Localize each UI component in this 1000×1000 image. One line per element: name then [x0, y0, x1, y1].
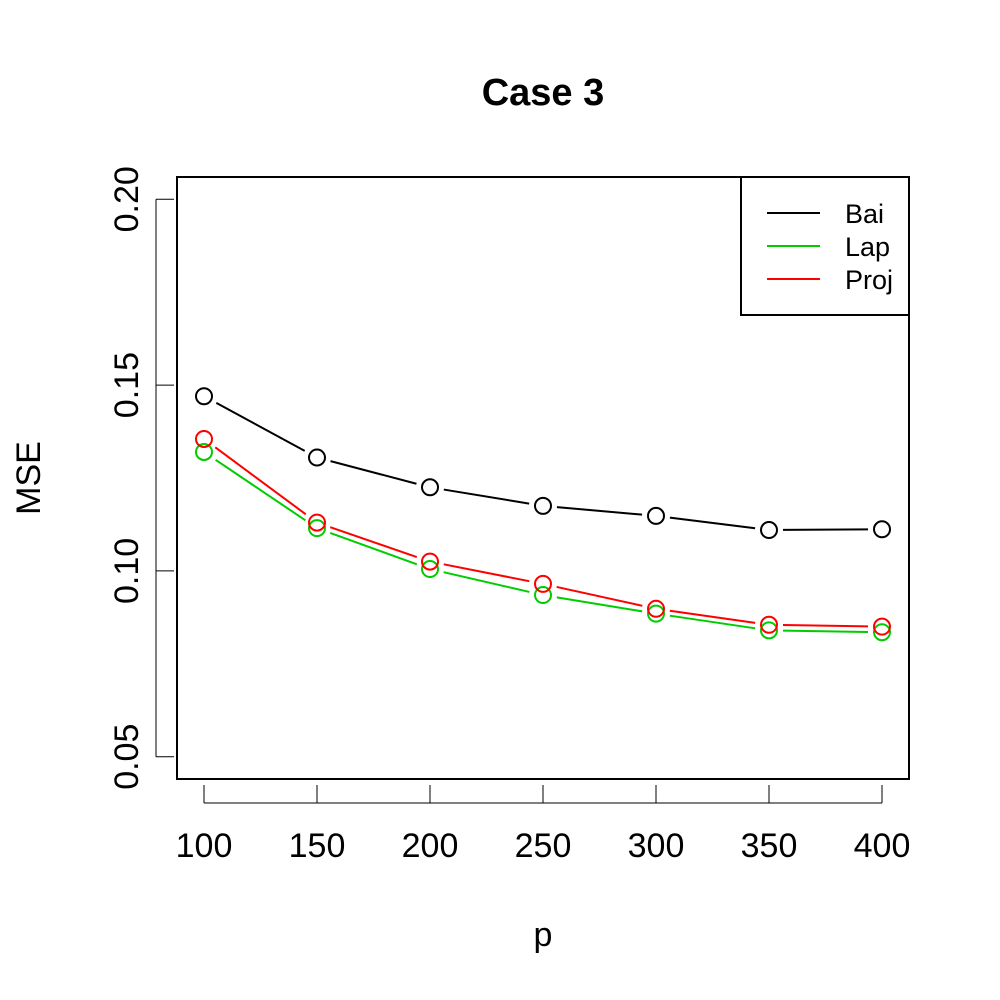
series-line-segment: [329, 531, 418, 566]
data-point: [760, 521, 778, 540]
data-point: [647, 506, 665, 525]
data-point: [308, 519, 326, 538]
series-line-segment: [669, 516, 756, 530]
data-point: [534, 586, 552, 605]
series-line-segment: [215, 458, 306, 522]
series-line-segment: [669, 614, 756, 630]
series-bai: [195, 387, 891, 540]
series-line-segment: [443, 488, 530, 505]
series-line-segment: [782, 629, 869, 633]
data-point: [421, 552, 439, 571]
x-tick-label: 200: [402, 827, 459, 865]
y-tick-label: 0.15: [108, 352, 146, 418]
y-tick-label: 0.10: [108, 538, 146, 604]
x-tick-label: 300: [628, 827, 685, 865]
x-axis: 100 150 200 250 300 350 400: [176, 785, 911, 865]
series-line-segment: [215, 402, 306, 452]
y-axis-label: MSE: [10, 441, 48, 515]
data-point: [873, 623, 891, 642]
data-point: [534, 574, 552, 593]
series-line-segment: [443, 571, 530, 593]
data-point: [308, 513, 326, 532]
series-line-segment: [556, 596, 643, 613]
series-line-segment: [782, 528, 869, 531]
x-tick-label: 350: [741, 827, 798, 865]
data-point: [195, 387, 213, 406]
series-layer: [195, 387, 891, 642]
y-axis: 0.05 0.10 0.15 0.20: [108, 166, 174, 790]
legend-box: [740, 176, 910, 316]
plot-frame: [176, 176, 910, 780]
x-tick-label: 250: [515, 827, 572, 865]
data-point: [647, 604, 665, 623]
x-axis-label: p: [534, 916, 553, 954]
data-point: [421, 478, 439, 497]
data-point: [760, 621, 778, 640]
x-tick-label: 150: [289, 827, 346, 865]
series-lap: [195, 442, 891, 642]
data-point: [760, 615, 778, 634]
data-point: [873, 520, 891, 539]
x-tick-label: 400: [854, 827, 911, 865]
data-point: [421, 560, 439, 579]
legend-label-proj: Proj: [845, 265, 893, 295]
x-tick-label: 100: [176, 827, 233, 865]
series-line-segment: [556, 585, 643, 607]
data-point: [308, 448, 326, 467]
data-point: [873, 617, 891, 636]
series-proj: [195, 429, 891, 636]
legend-label-bai: Bai: [845, 199, 884, 229]
y-tick-label: 0.05: [108, 724, 146, 790]
series-line-segment: [214, 446, 307, 516]
series-line-segment: [443, 563, 530, 583]
data-point: [534, 496, 552, 515]
series-line-segment: [330, 460, 417, 485]
y-tick-label: 0.20: [108, 166, 146, 232]
series-line-segment: [329, 526, 418, 558]
legend-label-lap: Lap: [845, 232, 890, 262]
series-line-segment: [669, 609, 756, 624]
series-line-segment: [782, 624, 869, 628]
data-point: [195, 429, 213, 448]
chart-title: Case 3: [482, 72, 605, 114]
data-point: [647, 599, 665, 618]
series-line-segment: [556, 506, 643, 516]
data-point: [195, 442, 213, 461]
